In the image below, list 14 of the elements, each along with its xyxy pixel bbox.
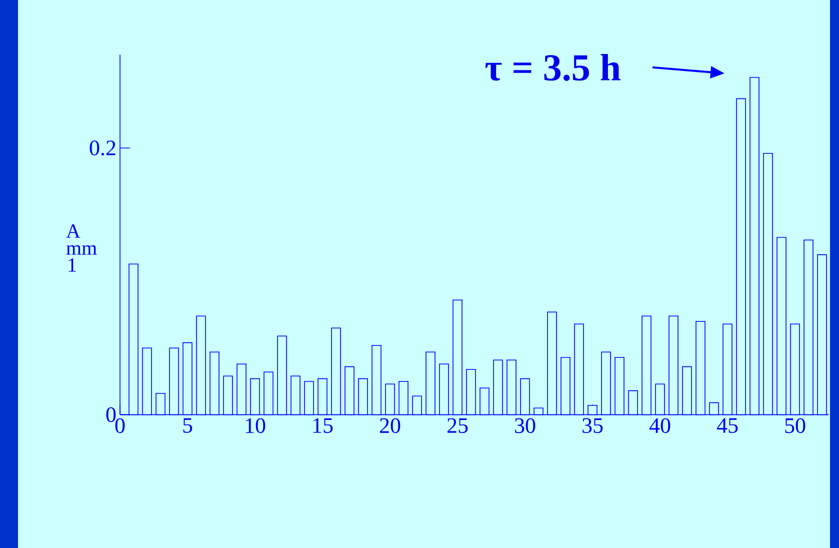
x-tick-label: 45 — [716, 418, 738, 433]
x-tick-label: 35 — [582, 418, 603, 434]
x-tick-label: 15 — [313, 418, 333, 433]
x-tick-label: 5 — [183, 418, 192, 433]
annotation: τ = 3.5 h — [485, 54, 620, 81]
y-tick-label: 0.2 — [90, 140, 116, 156]
x-tick-label: 20 — [380, 418, 400, 434]
x-tick-label: 0 — [115, 418, 125, 434]
x-tick-label: 30 — [515, 418, 536, 434]
y-axis-title: A mm 1 — [66, 224, 97, 272]
x-tick-label: 40 — [649, 418, 670, 434]
x-tick-label: 10 — [246, 418, 266, 434]
x-tick-label: 50 — [785, 418, 806, 434]
x-tick-label: 25 — [447, 418, 468, 434]
